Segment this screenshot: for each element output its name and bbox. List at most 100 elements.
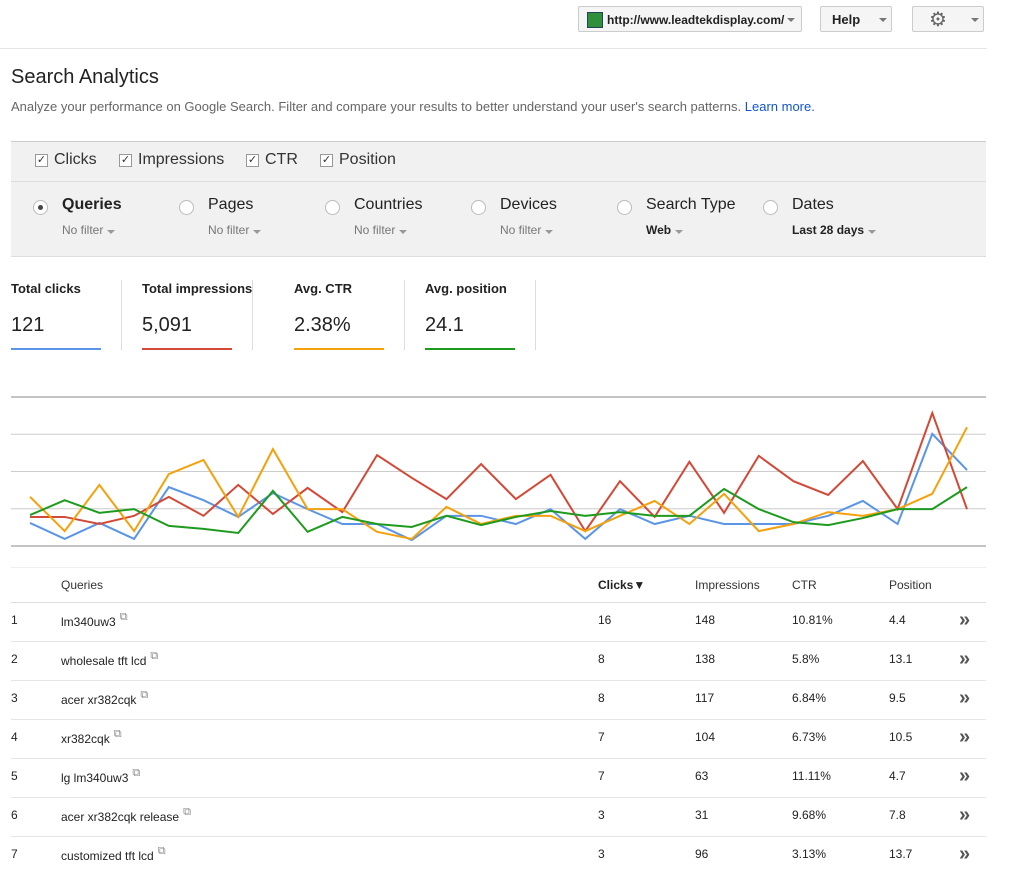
site-url: http://www.leadtekdisplay.com/ [607,13,785,27]
cell: 138 [695,652,716,666]
series-line [29,486,968,535]
metric-value: 24.1 [425,314,464,336]
external-link-icon: ⧉ [113,728,122,740]
dimension-filter[interactable]: No filter [208,223,250,237]
dimension-filter[interactable]: Last 28 days [792,223,865,237]
learn-more-link[interactable]: Learn more. [744,99,815,114]
metric-separator [535,280,536,350]
row-expand[interactable]: » [959,765,971,787]
row-expand[interactable]: » [959,609,971,631]
cell: 6 [11,808,18,822]
row-border [11,641,986,642]
cell: 117 [695,691,715,705]
radio[interactable] [471,200,486,215]
cell: 10.81% [792,613,833,627]
metric-label: Avg. position [425,281,507,296]
column-header[interactable]: Impressions [695,578,760,592]
query-text[interactable]: acer xr382cqk release [61,810,180,824]
description-text: Analyze your performance on Google Searc… [11,99,742,114]
radio[interactable] [179,200,194,215]
metric-separator [121,280,122,350]
cell: 8 [598,691,605,705]
checkbox[interactable]: ✓ [119,154,132,167]
description: Analyze your performance on Google Searc… [11,99,815,114]
cell: 6.84% [792,691,827,705]
query-text[interactable]: wholesale tft lcd [61,654,147,668]
site-selector[interactable]: http://www.leadtekdisplay.com/ [578,6,802,32]
radio[interactable] [763,200,778,215]
caret [399,230,408,234]
checkbox[interactable]: ✓ [35,154,48,167]
series-line [29,426,968,541]
column-header[interactable]: Clicks▼ [598,578,646,592]
dimension-filter[interactable]: No filter [354,223,396,237]
row-border [11,836,986,837]
metric-value: 2.38% [294,314,351,336]
dimension-filter[interactable]: No filter [500,223,542,237]
caret [675,230,684,234]
cell: 1 [11,613,18,627]
site-icon [587,12,603,28]
cell: 13.7 [889,847,913,861]
cell: 63 [695,769,709,783]
row-expand[interactable]: » [959,804,971,826]
row-border [11,680,986,681]
caret [868,230,877,234]
metric-toggle[interactable]: Clicks [54,151,97,168]
metric-underline [142,348,232,350]
row-expand[interactable]: » [959,687,971,709]
metric-underline [425,348,515,350]
column-header[interactable]: Position [889,578,932,592]
metric-separator [252,280,253,350]
page-title: Search Analytics [11,66,159,88]
dimension-label[interactable]: Devices [500,196,557,213]
cell: 5.8% [792,652,820,666]
cell: 104 [695,730,716,744]
checkbox[interactable]: ✓ [246,154,259,167]
filter-panel [11,141,986,257]
query-text[interactable]: customized tft lcd [61,849,154,863]
cell: 16 [598,613,612,627]
settings-button[interactable]: ⚙ [912,6,984,32]
caret [253,230,262,234]
checkbox[interactable]: ✓ [320,154,333,167]
cell: 9.5 [889,691,906,705]
dimension-label[interactable]: Search Type [646,196,736,213]
metric-separator [404,280,405,350]
cell: 96 [695,847,709,861]
help-label: Help [832,12,861,27]
query-text[interactable]: xr382cqk [61,732,110,746]
dimension-filter[interactable]: Web [646,223,672,237]
query-text[interactable]: lm340uw3 [61,615,116,629]
row-expand[interactable]: » [959,843,971,865]
dimension-label[interactable]: Queries [62,196,122,213]
dimension-label[interactable]: Pages [208,196,254,213]
external-link-icon: ⧉ [132,767,141,779]
row-expand[interactable]: » [959,648,971,670]
metric-toggle[interactable]: CTR [265,151,298,168]
radio[interactable] [33,200,48,215]
metric-toggle[interactable]: Position [339,151,396,168]
metric-value: 121 [11,314,45,336]
radio[interactable] [325,200,340,215]
cell: 7 [11,847,18,861]
filter-divider [11,181,986,182]
metric-toggle[interactable]: Impressions [138,151,225,168]
column-header[interactable]: CTR [792,578,817,592]
dimension-filter[interactable]: No filter [62,223,104,237]
dimension-label[interactable]: Dates [792,196,834,213]
radio[interactable] [617,200,632,215]
cell: 3 [598,847,605,861]
cell: 3 [598,808,605,822]
cell: 4 [11,730,18,744]
metric-value: 5,091 [142,314,193,336]
dimension-label[interactable]: Countries [354,196,423,213]
row-expand[interactable]: » [959,726,971,748]
help-button[interactable]: Help [820,6,892,32]
header-border [11,602,986,603]
query-text[interactable]: acer xr382cqk [61,693,137,707]
query-text[interactable]: lg lm340uw3 [61,771,129,785]
metric-label: Avg. CTR [294,281,353,296]
